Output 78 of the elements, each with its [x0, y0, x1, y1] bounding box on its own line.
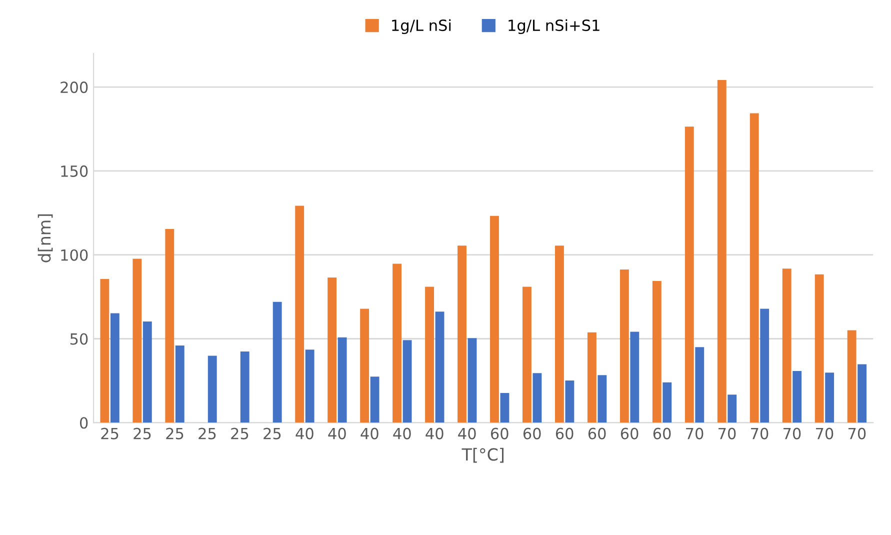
bar — [858, 364, 867, 423]
y-tick-label: 0 — [80, 417, 88, 429]
x-tick-label: 25 — [166, 428, 184, 440]
bar — [717, 80, 726, 423]
bar — [132, 258, 142, 423]
bar — [630, 332, 640, 423]
x-tick-label: 70 — [848, 428, 866, 440]
bar — [554, 246, 564, 423]
x-tick-label: 40 — [296, 428, 314, 440]
x-tick-label: 70 — [751, 428, 768, 440]
bar — [728, 394, 737, 423]
bar — [100, 279, 110, 423]
x-tick-label: 70 — [784, 428, 801, 440]
x-tick-label: 60 — [653, 428, 671, 440]
bar — [782, 268, 792, 423]
x-tick-label: 60 — [620, 428, 638, 440]
x-tick-label: 70 — [686, 428, 704, 440]
bar — [587, 332, 596, 423]
bar — [435, 312, 444, 423]
bar — [272, 302, 282, 423]
bar — [360, 308, 370, 423]
bar — [110, 313, 120, 423]
legend-label: 1g/L nSi — [392, 19, 451, 34]
bar — [684, 126, 694, 423]
x-tick-label: 60 — [588, 428, 606, 440]
x-tick-label: 70 — [816, 428, 834, 440]
bar — [522, 286, 532, 423]
bar — [142, 321, 152, 423]
bar — [792, 370, 802, 423]
y-tick-label: 50 — [70, 333, 88, 345]
x-tick-label: 70 — [718, 428, 736, 440]
x-tick-label: 60 — [523, 428, 541, 440]
bar — [620, 269, 629, 423]
bar — [295, 206, 304, 423]
x-tick-label: 25 — [134, 428, 151, 440]
x-tick-label: 40 — [328, 428, 346, 440]
x-tick-label: 40 — [393, 428, 411, 440]
x-axis-title: T[°C] — [462, 448, 504, 463]
y-tick-label: 100 — [61, 249, 88, 261]
bar — [175, 345, 184, 423]
bar — [598, 375, 607, 423]
bar — [468, 338, 477, 423]
x-tick-label: 25 — [264, 428, 281, 440]
x-tick-label: 40 — [458, 428, 476, 440]
bar — [305, 350, 314, 423]
bar — [392, 264, 402, 423]
bar — [662, 382, 672, 423]
bar — [652, 281, 662, 423]
bar — [760, 308, 770, 423]
bar — [458, 246, 466, 423]
bar — [370, 376, 380, 423]
y-axis-title: d[nm] — [38, 214, 53, 262]
bar — [240, 352, 250, 423]
x-tick-label: 60 — [490, 428, 508, 440]
bar — [847, 330, 856, 423]
bar — [208, 356, 217, 423]
bar — [425, 286, 434, 423]
x-tick-label: 60 — [556, 428, 574, 440]
bar — [750, 113, 759, 423]
y-tick-label: 200 — [60, 82, 88, 94]
bar — [402, 340, 412, 423]
bar — [814, 274, 824, 423]
x-tick-label: 40 — [426, 428, 444, 440]
x-tick-label: 25 — [231, 428, 248, 440]
bar — [825, 372, 834, 423]
bar — [532, 373, 542, 423]
bar — [165, 229, 174, 423]
x-tick-label: 25 — [198, 428, 216, 440]
x-tick-label: 40 — [360, 428, 378, 440]
bar — [565, 380, 574, 423]
y-tick-label: 150 — [61, 165, 88, 177]
bar — [695, 347, 704, 423]
legend-label: 1g/L nSi+S1 — [508, 19, 600, 34]
bar — [490, 216, 499, 423]
bar — [328, 278, 337, 423]
bar — [500, 392, 510, 423]
bar — [338, 337, 347, 423]
x-tick-label: 25 — [101, 428, 118, 440]
